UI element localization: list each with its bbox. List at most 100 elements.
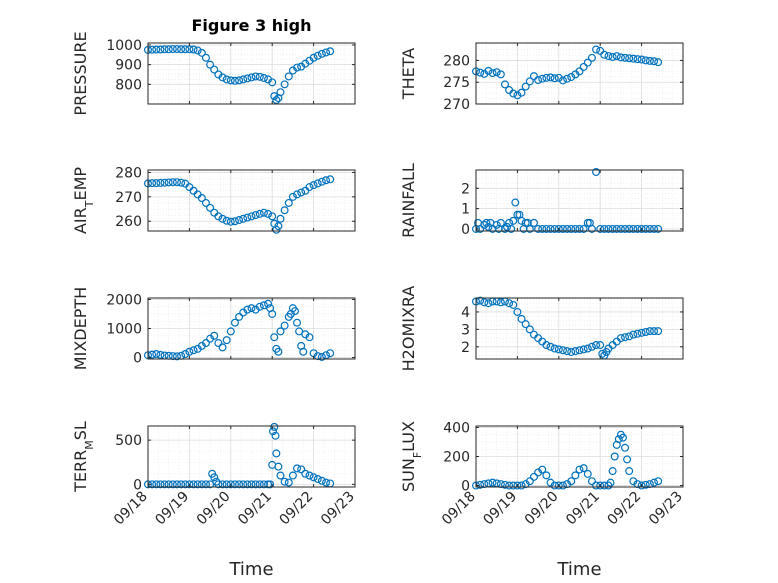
data-point <box>309 473 318 482</box>
data-point <box>185 480 194 489</box>
data-point <box>598 349 607 358</box>
data-point <box>575 224 584 233</box>
y-tick-label: 280 <box>443 53 470 69</box>
data-point <box>201 339 210 348</box>
data-point <box>546 342 555 351</box>
data-point <box>633 55 642 64</box>
data-point <box>610 452 619 461</box>
data-point <box>650 57 659 66</box>
data-point <box>606 478 615 487</box>
x-tick-label: 09/19 <box>480 489 520 529</box>
data-point <box>218 480 227 489</box>
data-point <box>295 327 304 336</box>
data-point <box>235 480 244 489</box>
data-point <box>550 481 559 490</box>
data-point <box>496 298 505 307</box>
data-point <box>554 345 563 354</box>
y-tick-label: 400 <box>443 420 470 436</box>
y-tick-label: 280 <box>115 165 142 181</box>
axes-box <box>475 297 684 360</box>
data-point <box>476 68 485 77</box>
data-point <box>247 73 256 82</box>
data-point <box>247 480 256 489</box>
data-point <box>305 183 314 192</box>
data-point <box>621 224 630 233</box>
data-point <box>567 72 576 81</box>
data-point <box>293 190 302 199</box>
data-point <box>239 480 248 489</box>
data-point <box>637 328 646 337</box>
y-tick-label: 200 <box>443 450 470 466</box>
y-tick-label: 260 <box>115 214 142 230</box>
data-point <box>152 179 161 188</box>
data-point <box>280 206 289 215</box>
data-point <box>160 45 169 54</box>
data-point <box>148 179 157 188</box>
data-point <box>534 76 543 85</box>
data-point <box>546 224 555 233</box>
y-tick-label: 270 <box>443 97 470 113</box>
data-point <box>571 471 580 480</box>
data-point <box>567 348 576 357</box>
data-point <box>558 346 567 355</box>
data-point <box>251 480 260 489</box>
data-point <box>214 339 223 348</box>
data-point <box>505 481 514 490</box>
data-point <box>164 45 173 54</box>
data-point <box>272 449 281 458</box>
data-point <box>189 346 198 355</box>
data-point <box>197 194 206 203</box>
data-point <box>322 176 331 185</box>
data-point <box>156 45 165 54</box>
data-point <box>247 304 256 313</box>
data-point <box>592 168 601 177</box>
data-point <box>201 198 210 207</box>
y-axis-label: AIRTEMP <box>71 167 96 234</box>
data-point <box>230 76 239 85</box>
data-point <box>554 73 563 82</box>
data-point <box>542 224 551 233</box>
data-point <box>629 224 638 233</box>
data-point <box>488 478 497 487</box>
data-point <box>517 314 526 323</box>
data-point <box>230 480 239 489</box>
data-point <box>575 67 584 76</box>
data-point <box>276 88 285 97</box>
data-point <box>505 299 514 308</box>
data-point <box>239 214 248 223</box>
data-point <box>284 72 293 81</box>
data-point <box>280 477 289 486</box>
subplot-7: 0 500 09/18 09/19 09/20 09/21 09/22 09/23 TERRMS… <box>71 421 358 580</box>
y-tick-label: 0 <box>461 479 470 495</box>
data-point <box>259 74 268 83</box>
data-point <box>313 179 322 188</box>
data-point <box>621 333 630 342</box>
data-point <box>546 73 555 82</box>
data-point <box>299 347 308 356</box>
x-tick-label: 09/21 <box>235 489 275 529</box>
data-point <box>313 51 322 60</box>
subplot-8: 0 200 400 09/18 09/19 09/20 09/21 09/22 09/23 SUN… <box>399 420 686 580</box>
axes-box <box>147 169 356 232</box>
data-point <box>596 224 605 233</box>
data-point <box>218 73 227 82</box>
data-point <box>181 480 190 489</box>
y-tick-label: 2 <box>461 181 470 197</box>
data-point <box>509 89 518 98</box>
y-tick-label: 2 <box>461 340 470 356</box>
data-point <box>235 76 244 85</box>
data-point <box>621 443 630 452</box>
y-tick-label: 900 <box>115 58 142 74</box>
data-point <box>322 48 331 57</box>
x-axis-label: Time <box>228 559 273 580</box>
data-point <box>496 70 505 79</box>
data-point <box>608 52 617 61</box>
data-point <box>181 350 190 359</box>
data-point <box>218 214 227 223</box>
data-point <box>274 347 283 356</box>
data-point <box>293 318 302 327</box>
data-point <box>317 177 326 186</box>
data-point <box>583 344 592 353</box>
subplot-5: 0 1000 2000 MIXDEPTH <box>71 287 356 370</box>
data-point <box>226 480 235 489</box>
